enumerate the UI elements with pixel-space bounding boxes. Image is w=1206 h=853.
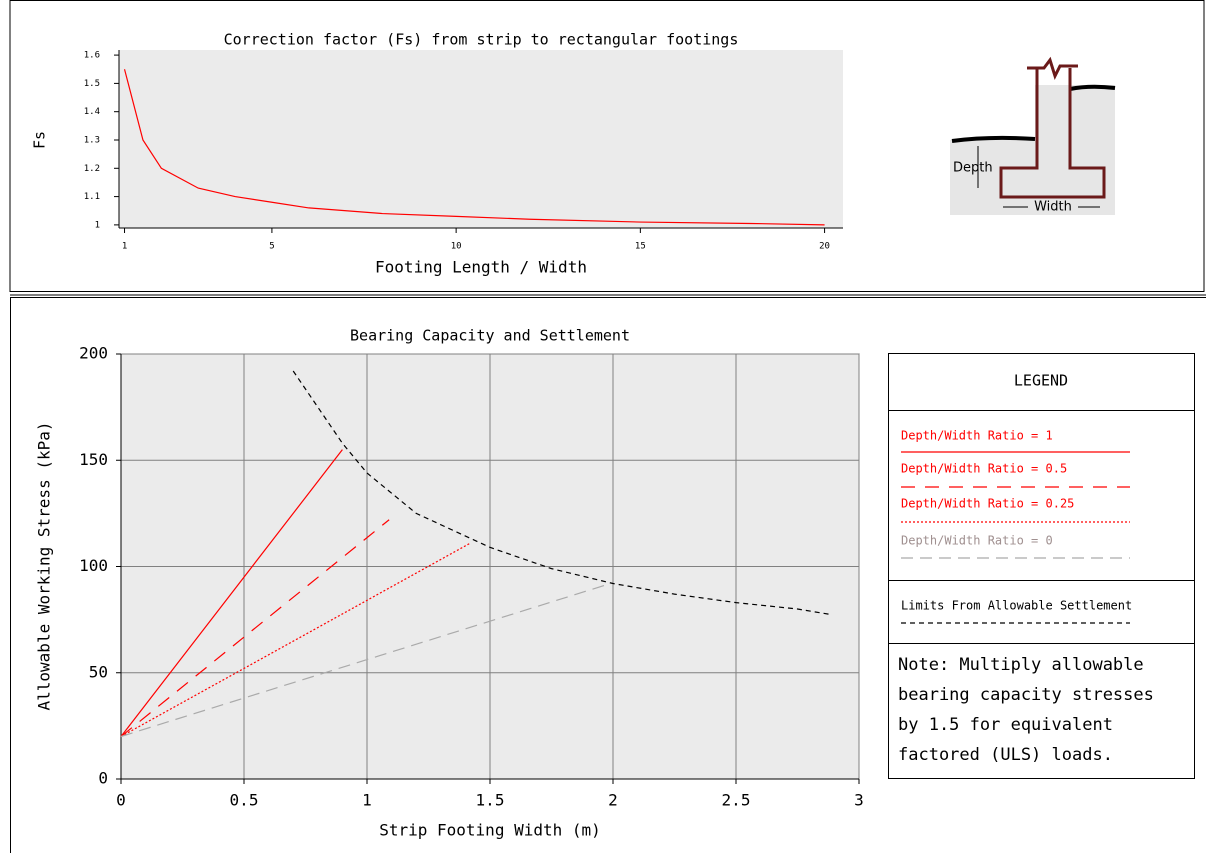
legend-label: Depth/Width Ratio = 0.25 bbox=[901, 497, 1074, 511]
x-tick-label: 1 bbox=[362, 791, 372, 810]
x-tick-label: 10 bbox=[451, 242, 462, 252]
y-tick-label: 1.4 bbox=[84, 107, 100, 117]
y-tick-label: 100 bbox=[79, 556, 108, 575]
data-line bbox=[120, 582, 611, 738]
chart-title: Bearing Capacity and Settlement bbox=[350, 327, 630, 345]
width-label-bg bbox=[1028, 200, 1078, 214]
footing-outline bbox=[999, 56, 1106, 199]
x-axis-label: Strip Footing Width (m) bbox=[379, 821, 601, 840]
y-tick-label: 1.6 bbox=[84, 51, 100, 61]
y-tick-label: 0 bbox=[98, 769, 108, 788]
x-tick-label: 20 bbox=[819, 242, 830, 252]
y-axis-label: Fs bbox=[31, 131, 49, 149]
y-axis-label: Allowable Working Stress (kPa) bbox=[35, 422, 54, 711]
legend-label: Depth/Width Ratio = 0.5 bbox=[901, 462, 1067, 476]
depth-label: Depth bbox=[953, 161, 993, 176]
ground-line bbox=[1069, 84, 1116, 91]
x-tick-label: 1.5 bbox=[476, 791, 505, 810]
y-tick-label: 1.5 bbox=[84, 79, 100, 89]
x-tick-label: 0.5 bbox=[230, 791, 259, 810]
data-line bbox=[120, 542, 471, 738]
sky bbox=[950, 60, 1035, 140]
note-box: Note: Multiply allowable bearing capacit… bbox=[898, 655, 1154, 765]
width-label: Width bbox=[1034, 200, 1072, 215]
legend-label: Depth/Width Ratio = 0 bbox=[901, 534, 1053, 548]
footing-diagram: Depth Width bbox=[950, 56, 1116, 215]
ground-line bbox=[951, 135, 1036, 143]
x-axis-label: Footing Length / Width bbox=[375, 258, 587, 277]
legend-label: Limits From Allowable Settlement bbox=[901, 599, 1132, 613]
data-line bbox=[292, 370, 830, 615]
data-line bbox=[120, 519, 390, 737]
x-tick-label: 0 bbox=[116, 791, 126, 810]
plot-area bbox=[119, 50, 843, 228]
x-tick-label: 2.5 bbox=[722, 791, 751, 810]
x-tick-label: 3 bbox=[854, 791, 864, 810]
x-tick-label: 5 bbox=[269, 242, 274, 252]
bottom-panel bbox=[10, 297, 1206, 853]
y-tick-label: 1.3 bbox=[84, 135, 100, 145]
data-line bbox=[123, 69, 825, 226]
chart-title: Correction factor (Fs) from strip to rec… bbox=[224, 31, 739, 49]
legend-box bbox=[888, 353, 1195, 779]
data-line bbox=[120, 449, 343, 737]
x-tick-label: 2 bbox=[608, 791, 618, 810]
y-tick-label: 50 bbox=[89, 662, 108, 681]
y-tick-label: 1.2 bbox=[84, 164, 100, 174]
x-tick-label: 1 bbox=[122, 242, 127, 252]
note-text: Note: Multiply allowable bearing capacit… bbox=[898, 655, 1154, 765]
y-tick-label: 1.1 bbox=[84, 192, 100, 202]
y-tick-label: 200 bbox=[79, 344, 108, 363]
y-tick-label: 150 bbox=[79, 450, 108, 469]
legend-label: Depth/Width Ratio = 1 bbox=[901, 429, 1053, 443]
y-tick-label: 1 bbox=[95, 220, 100, 230]
legend-title: LEGEND bbox=[1014, 372, 1068, 390]
x-tick-label: 15 bbox=[635, 242, 646, 252]
